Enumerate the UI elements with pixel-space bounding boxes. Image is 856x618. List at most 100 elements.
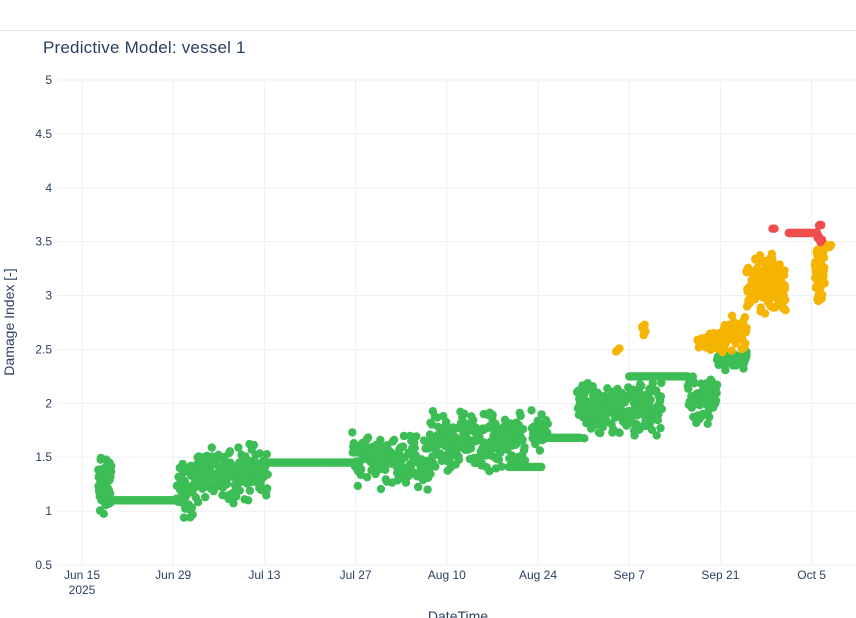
data-point-normal[interactable]	[249, 440, 259, 450]
data-point-normal[interactable]	[187, 503, 197, 512]
data-point-normal[interactable]	[703, 419, 712, 428]
data-point-normal[interactable]	[520, 443, 529, 452]
data-point-normal[interactable]	[179, 513, 189, 522]
data-point-warning[interactable]	[727, 346, 736, 355]
data-point-normal[interactable]	[376, 435, 385, 445]
data-point-warning[interactable]	[742, 323, 751, 333]
data-point-normal[interactable]	[442, 417, 451, 427]
data-point-normal[interactable]	[537, 462, 546, 472]
data-point-normal[interactable]	[648, 378, 657, 388]
data-point-normal[interactable]	[494, 455, 504, 464]
data-point-normal[interactable]	[497, 462, 506, 471]
data-point-normal[interactable]	[423, 485, 432, 494]
data-point-normal[interactable]	[234, 443, 243, 452]
data-point-normal[interactable]	[543, 419, 552, 429]
data-point-warning[interactable]	[826, 240, 836, 250]
data-point-normal[interactable]	[657, 378, 666, 388]
data-point-warning[interactable]	[740, 313, 750, 322]
data-point-normal[interactable]	[518, 435, 527, 444]
data-point-normal[interactable]	[646, 395, 655, 404]
data-point-normal[interactable]	[656, 423, 665, 433]
data-point-normal[interactable]	[620, 398, 629, 407]
data-point-normal[interactable]	[348, 428, 357, 437]
data-point-critical[interactable]	[817, 235, 827, 244]
data-point-normal[interactable]	[399, 431, 409, 441]
data-point-normal[interactable]	[712, 380, 722, 389]
data-point-normal[interactable]	[469, 415, 478, 425]
data-point-normal[interactable]	[656, 392, 666, 401]
data-point-normal[interactable]	[527, 406, 536, 415]
data-point-normal[interactable]	[721, 366, 730, 375]
data-point-normal[interactable]	[235, 486, 244, 495]
data-point-normal[interactable]	[398, 442, 408, 451]
data-point-normal[interactable]	[535, 446, 545, 455]
data-point-normal[interactable]	[263, 484, 272, 493]
data-point-normal[interactable]	[698, 409, 707, 419]
data-point-normal[interactable]	[652, 431, 661, 440]
data-point-warning[interactable]	[781, 306, 790, 315]
data-point-normal[interactable]	[262, 491, 271, 500]
data-point-normal[interactable]	[657, 404, 666, 414]
data-point-normal[interactable]	[193, 497, 203, 507]
data-point-normal[interactable]	[460, 409, 469, 418]
data-point-normal[interactable]	[414, 482, 423, 492]
data-point-normal[interactable]	[516, 411, 525, 421]
data-point-normal[interactable]	[349, 439, 358, 448]
data-point-normal[interactable]	[705, 412, 714, 422]
data-point-normal[interactable]	[412, 432, 421, 441]
data-point-normal[interactable]	[229, 499, 238, 508]
data-point-normal[interactable]	[362, 473, 372, 482]
data-point-warning[interactable]	[820, 263, 829, 272]
data-point-warning[interactable]	[756, 303, 765, 312]
data-point-normal[interactable]	[207, 443, 216, 452]
data-point-normal[interactable]	[381, 465, 390, 474]
data-point-warning[interactable]	[780, 266, 789, 275]
data-point-normal[interactable]	[496, 448, 505, 457]
data-point-normal[interactable]	[357, 465, 366, 474]
data-point-normal[interactable]	[232, 492, 241, 501]
data-point-normal[interactable]	[107, 461, 116, 471]
data-point-normal[interactable]	[431, 462, 440, 471]
data-point-normal[interactable]	[637, 381, 646, 391]
data-point-warning[interactable]	[615, 344, 624, 353]
data-point-normal[interactable]	[711, 396, 721, 405]
data-point-normal[interactable]	[647, 425, 657, 434]
data-point-normal[interactable]	[201, 492, 210, 502]
data-point-normal[interactable]	[106, 489, 115, 498]
data-point-normal[interactable]	[244, 496, 253, 505]
data-point-normal[interactable]	[488, 410, 497, 419]
data-point-normal[interactable]	[491, 419, 500, 428]
data-point-normal[interactable]	[537, 410, 546, 419]
data-point-normal[interactable]	[255, 449, 264, 458]
data-point-warning[interactable]	[641, 327, 650, 336]
data-point-warning[interactable]	[760, 309, 770, 318]
data-point-warning[interactable]	[640, 320, 649, 329]
data-point-normal[interactable]	[389, 435, 399, 444]
data-point-normal[interactable]	[262, 450, 271, 459]
data-point-warning[interactable]	[818, 290, 827, 299]
data-point-normal[interactable]	[376, 484, 386, 494]
data-point-normal[interactable]	[426, 469, 435, 479]
data-point-normal[interactable]	[353, 481, 362, 491]
data-point-normal[interactable]	[225, 447, 235, 456]
data-point-normal[interactable]	[742, 351, 751, 361]
data-point-normal[interactable]	[485, 467, 494, 476]
data-point-normal[interactable]	[433, 422, 443, 431]
data-point-normal[interactable]	[580, 434, 589, 443]
data-point-warning[interactable]	[820, 279, 829, 288]
data-point-normal[interactable]	[615, 428, 624, 438]
data-point-warning[interactable]	[819, 253, 829, 262]
data-point-warning[interactable]	[781, 295, 790, 305]
data-point-critical[interactable]	[770, 224, 779, 233]
data-point-normal[interactable]	[263, 470, 272, 479]
data-point-critical[interactable]	[817, 220, 826, 230]
data-point-normal[interactable]	[712, 389, 721, 398]
data-point-normal[interactable]	[222, 479, 232, 489]
data-point-normal[interactable]	[363, 433, 373, 442]
data-point-normal[interactable]	[518, 424, 528, 434]
data-point-normal[interactable]	[603, 384, 612, 393]
data-point-normal[interactable]	[520, 456, 530, 465]
data-point-normal[interactable]	[99, 509, 109, 518]
data-point-normal[interactable]	[241, 452, 250, 461]
